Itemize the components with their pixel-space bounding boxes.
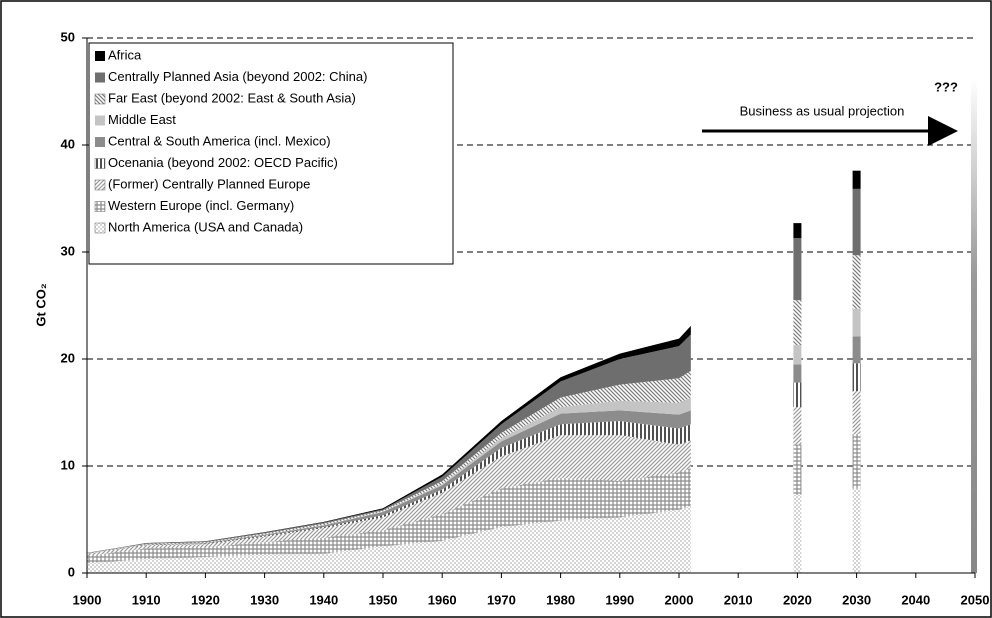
x-tick-label: 2010 <box>724 592 753 607</box>
x-tick-label: 2030 <box>842 592 871 607</box>
projection-bar <box>793 345 802 365</box>
x-tick-label: 1900 <box>73 592 102 607</box>
annotation: ??? <box>934 79 958 94</box>
legend-label: North America (USA and Canada) <box>108 219 303 234</box>
legend-swatch <box>94 93 106 105</box>
annotation: Business as usual projection <box>740 103 905 118</box>
x-tick-label: 1990 <box>605 592 634 607</box>
area <box>87 421 691 554</box>
x-tick-label: 1960 <box>428 592 457 607</box>
projection-bar <box>852 488 861 573</box>
y-tick-label: 0 <box>68 564 75 579</box>
projection-bar <box>793 364 802 383</box>
legend-label: Ocenania (beyond 2002: OECD Pacific) <box>108 155 338 170</box>
legend-label: Middle East <box>108 112 176 127</box>
legend-swatch <box>95 72 105 83</box>
y-tick-label: 20 <box>61 350 75 365</box>
legend-swatch <box>95 115 105 126</box>
legend-label: Western Europe (incl. Germany) <box>108 198 294 213</box>
x-tick-label: 1910 <box>132 592 161 607</box>
projection-bar <box>793 407 802 445</box>
legend-swatch <box>94 179 106 191</box>
legend-label: Central & South America (incl. Mexico) <box>108 133 331 148</box>
x-tick-label: 1930 <box>250 592 279 607</box>
projection-bar <box>793 238 802 301</box>
x-tick-label: 1950 <box>369 592 398 607</box>
legend-box <box>88 42 454 265</box>
x-tick-label: 2040 <box>901 592 930 607</box>
y-tick-label: 30 <box>61 243 75 258</box>
x-tick-label: 1980 <box>546 592 575 607</box>
y-tick-label: 50 <box>61 29 75 44</box>
legend-swatch <box>94 201 106 212</box>
projection-bar <box>793 494 802 573</box>
x-tick-label: 2000 <box>665 592 694 607</box>
y-tick-label: 40 <box>61 136 75 151</box>
legend-swatch <box>94 158 106 169</box>
projection-bar <box>793 444 802 495</box>
projection-bar <box>852 363 861 392</box>
x-tick-label: 2050 <box>961 592 990 607</box>
projection-bar <box>852 188 861 256</box>
area <box>87 468 691 564</box>
projection-bar <box>852 433 861 489</box>
legend-swatch <box>94 222 106 234</box>
legend-label: Far East (beyond 2002: East & South Asia… <box>108 90 356 105</box>
projection-uncertainty <box>971 78 977 573</box>
projection-bar <box>852 170 861 189</box>
projection-bar <box>852 255 861 309</box>
projection-bar <box>793 223 802 239</box>
projection-bar <box>793 300 802 346</box>
legend-swatch <box>95 137 105 147</box>
projection-bar <box>793 382 802 408</box>
y-tick-label: 10 <box>61 457 75 472</box>
x-tick-label: 1940 <box>309 592 338 607</box>
x-tick-label: 2020 <box>783 592 812 607</box>
x-tick-label: 1920 <box>191 592 220 607</box>
x-tick-label: 1970 <box>487 592 516 607</box>
area <box>87 434 691 556</box>
y-axis-label: Gt CO₂ <box>33 283 48 327</box>
legend-label: (Former) Centrally Planned Europe <box>108 176 310 191</box>
legend-label: Centrally Planned Asia (beyond 2002: Chi… <box>108 69 367 84</box>
legend-label: Africa <box>108 47 142 62</box>
legend-swatch <box>95 51 105 61</box>
area <box>87 370 691 554</box>
projection-bar <box>852 391 861 434</box>
projection-bar <box>852 308 861 337</box>
area <box>87 505 691 573</box>
projection-bar <box>852 336 861 364</box>
